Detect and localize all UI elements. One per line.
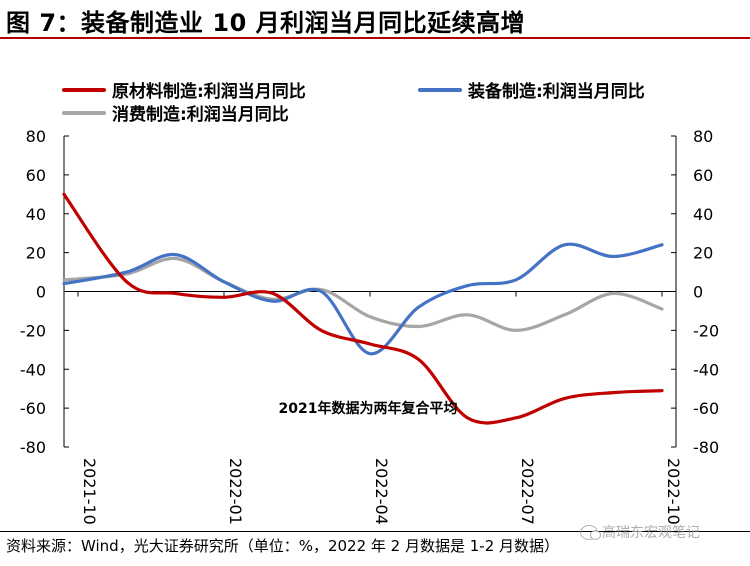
right-y-tick-label: 80 (693, 127, 713, 146)
right-y-tick-label: 20 (693, 244, 713, 263)
left-y-tick-label: -20 (20, 321, 46, 340)
right-y-tick-label: 40 (693, 205, 713, 224)
right-y-tick-label: -40 (693, 360, 719, 379)
right-y-tick-label: -80 (693, 438, 719, 457)
left-y-tick-label: -80 (20, 438, 46, 457)
legend-item-consumer: 消费制造:利润当月同比 (62, 100, 289, 125)
left-y-tick-label: -60 (20, 399, 46, 418)
source-note: 资料来源：Wind，光大证券研究所（单位：%，2022 年 2 月数据是 1-2… (6, 537, 560, 555)
right-y-tick-label: -60 (693, 399, 719, 418)
left-y-tick-label: 80 (26, 127, 46, 146)
figure-title: 图 7：装备制造业 10 月利润当月同比延续高增 (6, 9, 526, 37)
left-y-tick-label: 0 (36, 283, 46, 302)
legend-label-consumer: 消费制造:利润当月同比 (112, 105, 289, 125)
wechat-icon (580, 524, 601, 540)
legend-item-equipment: 装备制造:利润当月同比 (418, 77, 645, 102)
legend-label-raw-materials: 原材料制造:利润当月同比 (112, 82, 306, 102)
x-tick-label: 2022-01 (226, 458, 245, 525)
chart-annotation: 2021年数据为两年复合平均 (279, 400, 458, 417)
watermark: 高瑞东宏观笔记 (580, 522, 700, 542)
x-tick-label: 2021-10 (80, 458, 99, 525)
bottom-rule (0, 531, 750, 532)
series-line-raw-materials (62, 192, 664, 425)
series-line-consumer (62, 256, 664, 332)
title-rule (0, 37, 750, 39)
legend-item-raw-materials: 原材料制造:利润当月同比 (62, 77, 306, 102)
series-line-equipment (62, 242, 664, 356)
left-y-tick-label: 20 (26, 244, 46, 263)
x-tick-label: 2022-07 (518, 458, 537, 525)
x-tick-label: 2022-04 (372, 458, 391, 525)
right-y-tick-label: 0 (693, 283, 703, 302)
legend-swatch-equipment (418, 87, 462, 92)
left-y-tick-label: 40 (26, 205, 46, 224)
legend-swatch-consumer (62, 110, 106, 115)
x-tick-label: 2022-10 (664, 458, 683, 525)
axes-layer: 80 80 60 60 40 40 20 20 0 0 -20 -20 -40 -40 -60 -60 -80 -… (20, 127, 719, 525)
watermark-text: 高瑞东宏观笔记 (602, 525, 700, 541)
left-y-tick-label: 60 (26, 166, 46, 185)
right-y-tick-label: -20 (693, 321, 719, 340)
left-y-tick-label: -40 (20, 360, 46, 379)
right-y-tick-label: 60 (693, 166, 713, 185)
legend-label-equipment: 装备制造:利润当月同比 (468, 82, 645, 102)
legend-swatch-raw-materials (62, 87, 106, 92)
series-layer (62, 192, 664, 425)
